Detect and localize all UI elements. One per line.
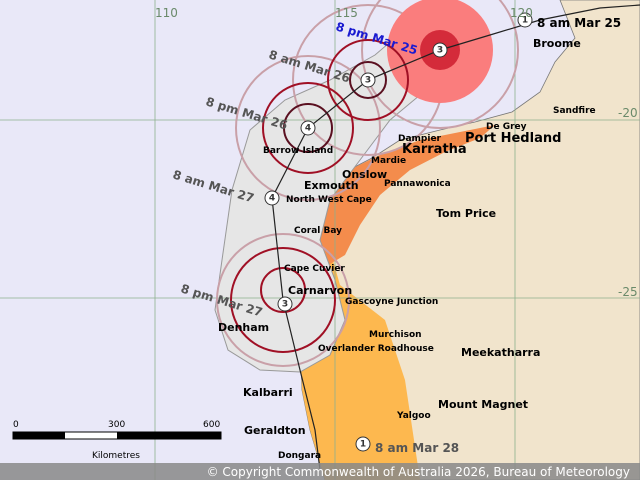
place: Dampier xyxy=(398,134,442,144)
place: Exmouth xyxy=(304,179,359,192)
category: 1 xyxy=(522,16,528,26)
category: 4 xyxy=(269,194,275,204)
track-label: 8 am Mar 28 xyxy=(375,441,459,455)
lon-label: 115 xyxy=(335,6,358,20)
place: Kalbarri xyxy=(243,386,293,399)
category-icons xyxy=(264,12,533,452)
place: Geraldton xyxy=(244,424,306,437)
footer-bar xyxy=(0,463,640,480)
place: Coral Bay xyxy=(294,226,342,236)
place: Cape Cuvier xyxy=(284,264,345,274)
track-label: 8 am Mar 25 xyxy=(537,16,621,30)
place: De Grey xyxy=(486,122,527,132)
place: Sandfire xyxy=(553,106,596,116)
copyright: © Copyright Commonwealth of Australia 20… xyxy=(207,465,630,479)
scale-bar xyxy=(12,431,222,440)
place: Meekatharra xyxy=(461,346,540,359)
place: Dongara xyxy=(278,451,321,461)
lat-label: -20 xyxy=(618,106,638,120)
place: Murchison xyxy=(369,330,422,340)
place: Karratha xyxy=(402,142,467,157)
lon-label: 110 xyxy=(155,6,178,20)
place: Port Hedland xyxy=(465,131,561,146)
scale-unit: Kilometres xyxy=(92,451,140,461)
place: Barrow Island xyxy=(263,146,333,156)
category: 3 xyxy=(437,46,443,56)
place: Yalgoo xyxy=(396,411,431,421)
category: 4 xyxy=(305,124,311,134)
place: Pannawonica xyxy=(384,179,451,189)
place: Mount Magnet xyxy=(438,398,528,411)
lon-label: 120 xyxy=(510,6,533,20)
place: Broome xyxy=(533,37,581,50)
place: North West Cape xyxy=(286,195,372,205)
category: 1 xyxy=(360,440,366,450)
track xyxy=(271,4,640,471)
place: Gascoyne Junction xyxy=(345,297,438,307)
scale-tick: 600 xyxy=(203,420,220,430)
core-circles xyxy=(283,61,387,153)
place: Denham xyxy=(218,321,269,334)
place: Carnarvon xyxy=(288,284,352,297)
place: Mardie xyxy=(371,156,406,166)
storm-circles xyxy=(230,39,409,353)
gale-circles xyxy=(216,0,519,367)
warning-zone xyxy=(296,125,495,270)
scale-tick: 300 xyxy=(108,420,125,430)
category: 3 xyxy=(365,76,371,86)
scale-tick: 0 xyxy=(13,420,19,430)
lat-label: -25 xyxy=(618,285,638,299)
category: 3 xyxy=(282,300,288,310)
place: Onslow xyxy=(342,168,387,181)
place: Tom Price xyxy=(436,207,496,220)
place: Overlander Roadhouse xyxy=(318,344,434,354)
